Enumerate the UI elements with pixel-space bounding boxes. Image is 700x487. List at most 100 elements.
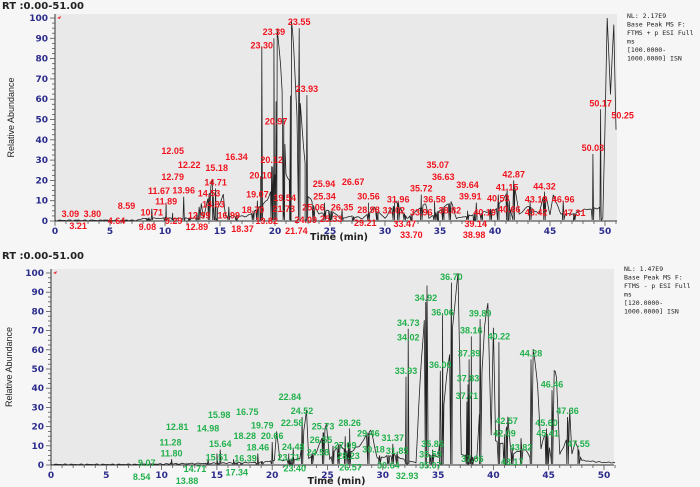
peak-label: 13.88 — [176, 476, 199, 486]
peak-label: 33.96 — [410, 208, 433, 218]
peak-label: 16.39 — [234, 453, 257, 463]
peak-label: 37.89 — [458, 349, 481, 359]
y-tick-label: 40 — [35, 136, 48, 146]
x-tick-label: 20 — [269, 227, 282, 237]
peak-label: 8.59 — [118, 201, 136, 211]
info-line: 1000.0000] ISN — [627, 55, 682, 63]
peak-label: 39.89 — [469, 308, 492, 318]
peak-label: 12.05 — [161, 146, 184, 156]
info-line: NL: 2.17E9 — [627, 12, 666, 20]
peak-label: 29.46 — [357, 429, 380, 439]
y-tick-label: 70 — [31, 327, 44, 337]
peak-label: 29.21 — [354, 218, 377, 228]
peak-label: 11.67 — [148, 186, 170, 196]
rt-range-label: RT :0.00-51.00 — [2, 251, 84, 262]
y-tick-label: 60 — [35, 95, 48, 105]
peak-label: 38.16 — [460, 326, 483, 336]
y-axis-label: Relative Abundance — [6, 77, 16, 157]
peak-label: 36.58 — [423, 195, 446, 205]
y-tick-label: 20 — [35, 176, 48, 186]
peak-label: 42.87 — [502, 169, 525, 179]
peak-label: 19.82 — [255, 216, 278, 226]
peak-label: 26.67 — [342, 177, 365, 187]
info-line: NL: 1.47E9 — [624, 265, 663, 273]
x-tick-label: 45 — [544, 227, 557, 237]
peak-label: 30.18 — [362, 445, 385, 455]
x-tick-label: 40 — [487, 471, 500, 481]
rt-range-label: RT :0.00-51.00 — [2, 1, 84, 12]
peak-label: 32.93 — [396, 471, 419, 481]
peak-label: 34.02 — [397, 333, 420, 343]
peak-label: 35.72 — [410, 184, 433, 194]
marker-icon — [53, 271, 57, 274]
peak-label: 38.82 — [439, 206, 462, 216]
y-tick-label: 30 — [31, 403, 44, 413]
peak-label: 9.29 — [165, 216, 183, 226]
peak-label: 30.64 — [377, 460, 400, 470]
peak-label: 19.07 — [246, 190, 269, 200]
peak-label: 15.98 — [208, 410, 231, 420]
peak-label: 12.22 — [178, 160, 201, 170]
peak-label: 25.73 — [312, 422, 335, 432]
peak-label: 12.81 — [166, 422, 189, 432]
x-tick-label: 0 — [48, 471, 54, 481]
peak-label: 30.56 — [357, 192, 380, 202]
peak-label: 25.34 — [313, 192, 336, 202]
peak-label: 23.93 — [296, 84, 319, 94]
peak-label: 38.98 — [463, 230, 486, 240]
y-tick-label: 100 — [29, 14, 48, 24]
peak-label: 26.57 — [339, 463, 362, 473]
peak-label: 42.09 — [493, 429, 516, 439]
info-line: ms — [627, 38, 635, 46]
peak-label: 37.06 — [461, 454, 484, 464]
peak-label: 24.09 — [295, 215, 318, 225]
chromatogram-trace — [54, 17, 617, 222]
peak-label: 43.17 — [501, 457, 524, 467]
peak-label: 43.82 — [510, 442, 533, 452]
peak-label: 23.40 — [284, 463, 307, 473]
peak-label: 18.70 — [242, 205, 265, 215]
peak-label: 40.53 — [487, 194, 510, 204]
x-tick-label: 50 — [599, 227, 612, 237]
peak-label: 4.64 — [108, 216, 126, 226]
x-tick-label: 15 — [214, 227, 227, 237]
peak-label: 25.06 — [302, 203, 325, 213]
peak-label: 15.18 — [205, 163, 228, 173]
peak-label: 35.07 — [419, 460, 442, 470]
peak-labels: 8.549.0711.8011.2812.8113.8814.9814.7115… — [133, 272, 590, 486]
y-axis-label: Relative Abundance — [4, 327, 14, 407]
peak-label: 26.55 — [310, 435, 333, 445]
peak-label: 3.09 — [62, 209, 80, 219]
peak-label: 22.84 — [279, 392, 302, 402]
peak-label: 24.48 — [282, 442, 305, 452]
peak-label: 39.64 — [456, 180, 479, 190]
peak-label: 28.26 — [338, 418, 361, 428]
y-tick-label: 60 — [31, 346, 44, 356]
peak-label: 35.07 — [427, 160, 450, 170]
peak-label: 13.96 — [172, 186, 195, 196]
peak-label: 37.83 — [457, 374, 480, 384]
peak-label: 12.99 — [188, 211, 211, 221]
info-line: [100.0000- — [627, 46, 666, 54]
info-line: Base Peak MS F: — [624, 274, 683, 282]
peak-label: 50.03 — [582, 143, 605, 153]
x-tick-label: 25 — [324, 227, 337, 237]
peak-label: 26.35 — [331, 203, 354, 213]
peak-label: 20.97 — [265, 117, 288, 127]
peak-label: 24.58 — [307, 448, 330, 458]
peak-label: 9.08 — [139, 222, 157, 232]
peak-label: 14.83 — [202, 200, 225, 210]
peak-label: 3.21 — [69, 221, 87, 231]
peak-label: 19.79 — [251, 420, 274, 430]
y-tick-label: 10 — [31, 442, 44, 452]
y-tick-label: 50 — [31, 365, 44, 375]
peak-label: 17.34 — [226, 467, 249, 477]
plot-area — [51, 269, 614, 465]
info-line: FTMS + p ESI Full — [627, 29, 694, 37]
x-tick-label: 0 — [52, 227, 58, 237]
x-tick-label: 20 — [266, 471, 279, 481]
peak-label: 14.98 — [197, 423, 220, 433]
peak-label: 50.17 — [589, 98, 612, 108]
